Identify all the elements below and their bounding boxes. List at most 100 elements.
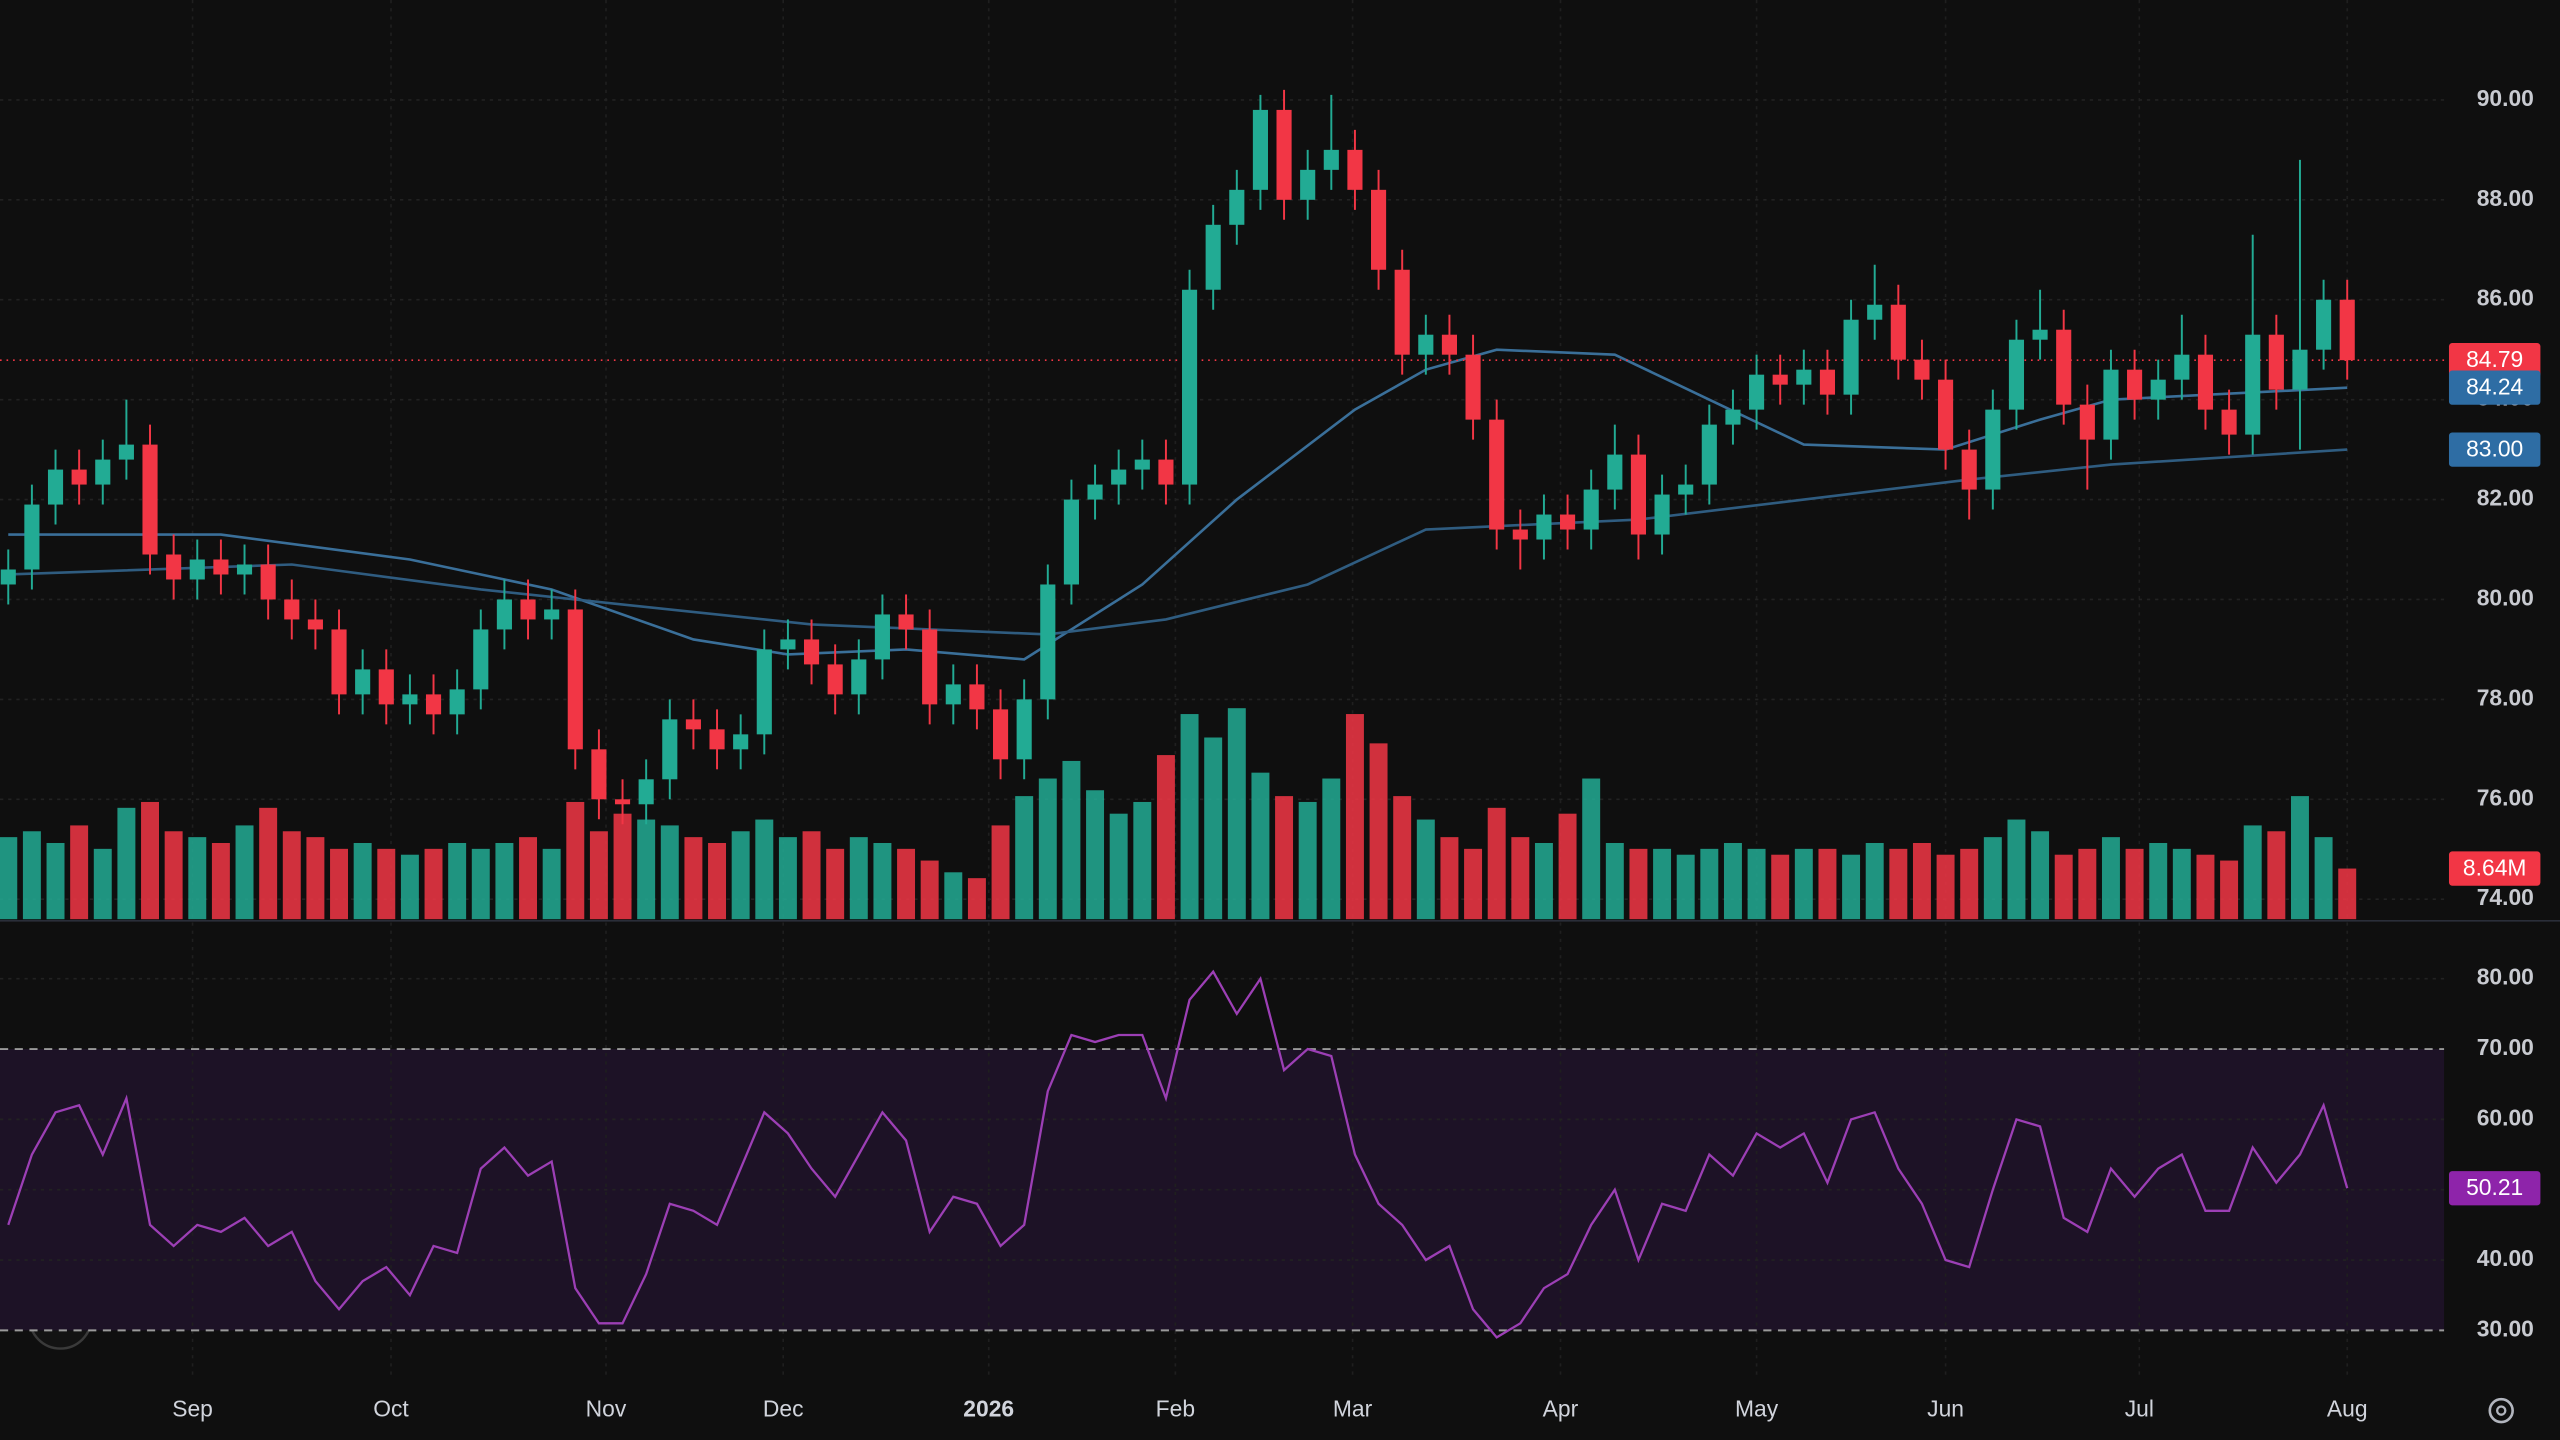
x-tick-label: Jun <box>1927 1396 1964 1422</box>
price-tick-label: 78.00 <box>2477 684 2534 710</box>
volume-bar <box>377 848 396 920</box>
volume-bar <box>282 831 301 920</box>
volume-bar <box>1369 743 1388 920</box>
candle-body <box>1205 224 1221 290</box>
volume-bar <box>1062 760 1081 920</box>
candle-body <box>1418 334 1434 355</box>
candle-body <box>1985 409 2001 490</box>
settings-icon[interactable] <box>2488 1397 2514 1424</box>
volume-bar <box>589 831 608 920</box>
volume-bar <box>826 848 845 920</box>
candle-body <box>2150 379 2166 400</box>
candle-body <box>2032 329 2048 340</box>
volume-bar <box>1865 842 1884 920</box>
volume-bar <box>353 842 372 920</box>
volume-bar <box>1180 714 1199 920</box>
candle-body <box>685 719 701 730</box>
volume-bar <box>0 837 18 920</box>
volume-bar <box>897 848 916 920</box>
volume-bar <box>660 825 679 920</box>
volume-bar <box>2196 854 2215 920</box>
x-tick-label: Apr <box>1543 1396 1579 1422</box>
volume-bar <box>613 813 632 920</box>
volume-bar <box>471 848 490 920</box>
rsi-tick-label: 30.00 <box>2477 1315 2534 1341</box>
candle-body <box>236 564 253 575</box>
volume-bar <box>2149 842 2168 920</box>
volume-bar <box>1015 796 1034 920</box>
candle-body <box>0 569 16 585</box>
candle-body <box>2103 369 2119 440</box>
price-tick-label: 88.00 <box>2477 185 2534 211</box>
candle-body <box>1300 169 1316 200</box>
candle-body <box>402 694 418 705</box>
last-price-badge: 84.79 <box>2466 346 2523 372</box>
volume-bar <box>2172 848 2191 920</box>
candle-body <box>2056 329 2072 405</box>
candle-body <box>1914 359 1930 380</box>
volume-bar <box>1298 801 1317 920</box>
candle-body <box>922 629 938 705</box>
candle-body <box>969 684 985 710</box>
candle-body <box>378 669 394 705</box>
volume-bar <box>1393 796 1412 920</box>
candle-body <box>1134 459 1150 470</box>
candle-body <box>1819 369 1836 395</box>
volume-bar <box>542 848 561 920</box>
candle-body <box>1347 149 1363 190</box>
candle-body <box>827 664 843 695</box>
volume-bar <box>1534 842 1553 920</box>
volume-bar <box>2220 860 2239 920</box>
volume-bar <box>2007 819 2026 920</box>
candle-body <box>1796 369 1812 385</box>
candle-body <box>992 709 1009 760</box>
volume-bar <box>849 837 868 920</box>
volume-bar <box>2078 848 2097 920</box>
candle-body <box>662 719 678 780</box>
volume-bar <box>235 825 254 920</box>
candle-body <box>1583 489 1599 530</box>
candle-body <box>1016 699 1032 760</box>
candle-body <box>520 599 536 620</box>
volume-bar <box>637 819 656 920</box>
candle-body <box>1181 289 1198 485</box>
candle-body <box>142 444 158 555</box>
candle-body <box>803 639 820 665</box>
volume-bar <box>944 872 963 920</box>
candle-body <box>1749 374 1765 410</box>
price-tick-label: 86.00 <box>2477 285 2534 311</box>
volume-bar <box>2101 837 2120 920</box>
volume-bar <box>1440 837 1459 920</box>
candle-body <box>473 629 489 690</box>
volume-bar <box>1676 854 1695 920</box>
plot-area <box>0 0 2445 1380</box>
candle-body <box>71 469 87 485</box>
x-tick-label: Oct <box>373 1396 409 1422</box>
volume-bar <box>1771 854 1790 920</box>
candle-body <box>1678 484 1694 495</box>
candle-body <box>355 669 371 695</box>
volume-bar <box>2338 868 2357 920</box>
volume-bar <box>755 819 774 920</box>
candle-body <box>1371 189 1387 270</box>
volume-bar <box>1487 807 1506 920</box>
volume-bar <box>1251 772 1270 920</box>
price-tick-label: 90.00 <box>2477 85 2534 111</box>
candle-body <box>496 599 512 630</box>
volume-bar <box>2267 831 2286 920</box>
x-tick-label: May <box>1735 1396 1779 1422</box>
volume-bar <box>70 825 89 920</box>
candle-body <box>1630 454 1647 535</box>
volume-bar <box>1322 778 1341 920</box>
volume-bar <box>920 860 939 920</box>
x-tick-label: 2026 <box>963 1396 1014 1422</box>
volume-bar <box>1629 848 1648 920</box>
volume-bar <box>495 842 514 920</box>
candle-body <box>1394 269 1410 355</box>
candle-body <box>1938 379 1954 450</box>
x-tick-label: Nov <box>586 1396 627 1422</box>
volume-bar <box>1960 848 1979 920</box>
volume-bar <box>519 837 538 920</box>
